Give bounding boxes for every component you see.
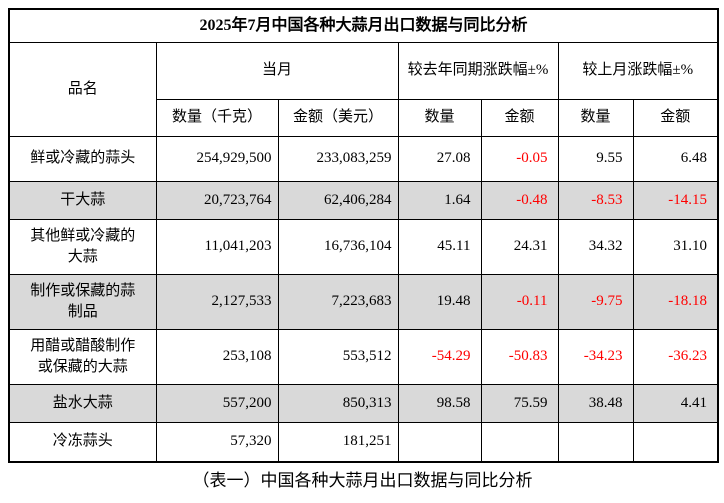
qty-cell: 253,108 xyxy=(155,328,279,385)
yoy-amount-cell: 75.59 xyxy=(480,383,559,423)
mom-qty-cell: 38.48 xyxy=(557,383,634,423)
qty-cell: 2,127,533 xyxy=(155,273,279,330)
amount-cell: 553,512 xyxy=(277,328,399,385)
product-name: 用醋或醋酸制作或保藏的大蒜 xyxy=(8,328,157,385)
yoy-qty-cell: 45.11 xyxy=(397,218,482,275)
qty-cell: 20,723,764 xyxy=(155,180,279,220)
col-header-yoy-amount: 金额 xyxy=(480,98,559,137)
qty-cell: 254,929,500 xyxy=(155,135,279,182)
qty-cell: 11,041,203 xyxy=(155,218,279,275)
table-caption: （表一）中国各种大蒜月出口数据与同比分析 xyxy=(192,471,533,490)
col-header-mom-change: 较上月涨跌幅±% xyxy=(557,41,719,100)
mom-amount-cell xyxy=(632,421,719,463)
col-header-mom-amount: 金额 xyxy=(632,98,719,137)
product-name: 其他鲜或冷藏的大蒜 xyxy=(8,218,157,275)
col-header-mom-qty: 数量 xyxy=(557,98,634,137)
amount-cell: 181,251 xyxy=(277,421,399,463)
yoy-amount-cell: -0.11 xyxy=(480,273,559,330)
table-row: 盐水大蒜 557,200 850,313 98.58 75.59 38.48 4… xyxy=(8,383,719,423)
qty-cell: 557,200 xyxy=(155,383,279,423)
table-title: 2025年7月中国各种大蒜月出口数据与同比分析 xyxy=(8,8,719,43)
mom-amount-cell: 31.10 xyxy=(632,218,719,275)
mom-qty-cell: 9.55 xyxy=(557,135,634,182)
col-header-amount-usd: 金额（美元） xyxy=(277,98,399,137)
mom-qty-cell: -9.75 xyxy=(557,273,634,330)
table-row: 干大蒜 20,723,764 62,406,284 1.64 -0.48 -8.… xyxy=(8,180,719,220)
product-name: 冷冻蒜头 xyxy=(8,421,157,463)
mom-qty-cell: -8.53 xyxy=(557,180,634,220)
product-name: 盐水大蒜 xyxy=(8,383,157,423)
col-header-current-month: 当月 xyxy=(155,41,399,100)
qty-cell: 57,320 xyxy=(155,421,279,463)
mom-amount-cell: -14.15 xyxy=(632,180,719,220)
yoy-amount-cell: 24.31 xyxy=(480,218,559,275)
mom-qty-cell: -34.23 xyxy=(557,328,634,385)
table-row: 鲜或冷藏的蒜头 254,929,500 233,083,259 27.08 -0… xyxy=(8,135,719,182)
col-header-product: 品名 xyxy=(8,41,157,137)
col-header-qty-kg: 数量（千克） xyxy=(155,98,279,137)
amount-cell: 16,736,104 xyxy=(277,218,399,275)
yoy-qty-cell: 1.64 xyxy=(397,180,482,220)
amount-cell: 850,313 xyxy=(277,383,399,423)
table-row: 其他鲜或冷藏的大蒜 11,041,203 16,736,104 45.11 24… xyxy=(8,218,719,275)
product-name: 制作或保藏的蒜制品 xyxy=(8,273,157,330)
yoy-amount-cell: -0.48 xyxy=(480,180,559,220)
table-row: 用醋或醋酸制作或保藏的大蒜 253,108 553,512 -54.29 -50… xyxy=(8,328,719,385)
col-header-yoy-change: 较去年同期涨跌幅±% xyxy=(397,41,559,100)
yoy-qty-cell: -54.29 xyxy=(397,328,482,385)
yoy-amount-cell: -50.83 xyxy=(480,328,559,385)
mom-amount-cell: 4.41 xyxy=(632,383,719,423)
mom-amount-cell: -18.18 xyxy=(632,273,719,330)
col-header-yoy-qty: 数量 xyxy=(397,98,482,137)
amount-cell: 62,406,284 xyxy=(277,180,399,220)
amount-cell: 7,223,683 xyxy=(277,273,399,330)
yoy-amount-cell: -0.05 xyxy=(480,135,559,182)
table-row: 冷冻蒜头 57,320 181,251 xyxy=(8,421,719,463)
mom-qty-cell xyxy=(557,421,634,463)
mom-amount-cell: 6.48 xyxy=(632,135,719,182)
mom-qty-cell: 34.32 xyxy=(557,218,634,275)
yoy-qty-cell: 19.48 xyxy=(397,273,482,330)
yoy-qty-cell xyxy=(397,421,482,463)
table-row: 制作或保藏的蒜制品 2,127,533 7,223,683 19.48 -0.1… xyxy=(8,273,719,330)
yoy-amount-cell xyxy=(480,421,559,463)
product-name: 干大蒜 xyxy=(8,180,157,220)
garlic-export-table: 2025年7月中国各种大蒜月出口数据与同比分析 品名 当月 较去年同期涨跌幅±%… xyxy=(8,8,720,463)
yoy-qty-cell: 98.58 xyxy=(397,383,482,423)
amount-cell: 233,083,259 xyxy=(277,135,399,182)
mom-amount-cell: -36.23 xyxy=(632,328,719,385)
product-name: 鲜或冷藏的蒜头 xyxy=(8,135,157,182)
yoy-qty-cell: 27.08 xyxy=(397,135,482,182)
